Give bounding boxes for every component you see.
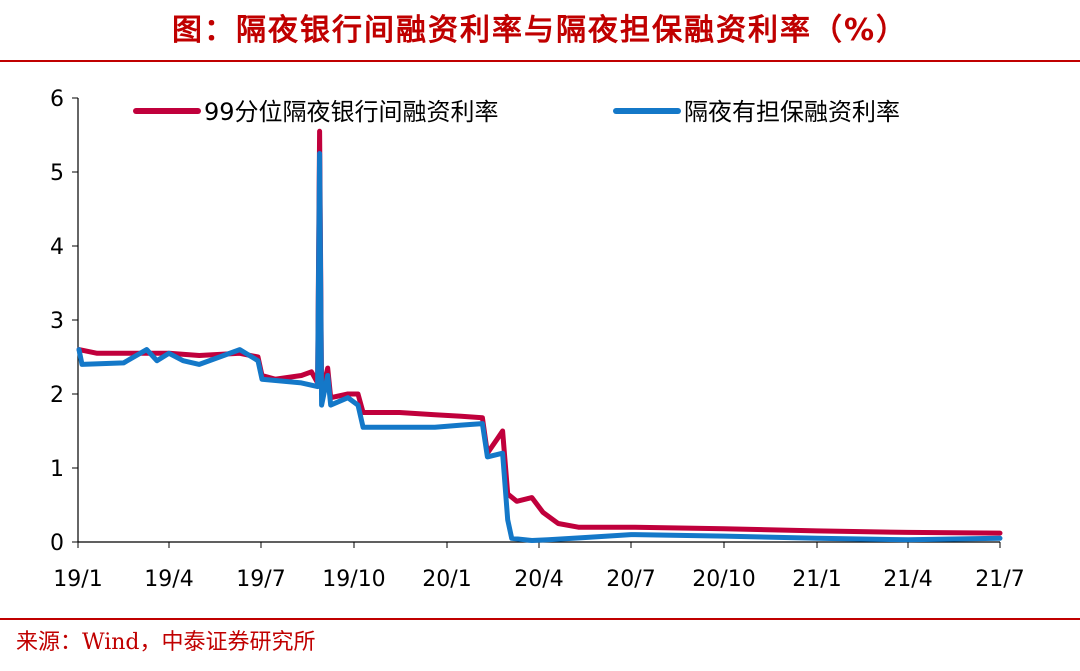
chart-ticks: 0 1 2 3 4 5 6 19/1 19/4 19/7 19/10 20/1 20/4 20/7 20/1…	[50, 87, 1025, 592]
x-tick-label: 19/1	[53, 567, 102, 592]
x-tick-label: 20/7	[606, 567, 655, 592]
chart-title: 图：隔夜银行间融资利率与隔夜担保融资利率（%）	[171, 13, 909, 48]
x-tick-label: 21/1	[792, 567, 841, 592]
x-tick-label: 21/7	[975, 567, 1024, 592]
x-tick-label: 20/10	[692, 567, 755, 592]
x-tick-label: 20/4	[514, 567, 563, 592]
y-tick-label: 1	[50, 457, 64, 482]
y-tick-label: 0	[50, 531, 64, 556]
legend-label-1: 99分位隔夜银行间融资利率	[204, 98, 499, 126]
y-tick-label: 4	[50, 235, 64, 260]
chart-legend: 99分位隔夜银行间融资利率 隔夜有担保融资利率	[133, 98, 900, 126]
chart-axes	[77, 98, 1000, 543]
x-tick-label: 20/1	[422, 567, 471, 592]
x-tick-label: 19/7	[236, 567, 285, 592]
series-line-1	[76, 128, 1003, 536]
legend-label-2: 隔夜有担保融资利率	[684, 98, 900, 126]
source-note: 来源：Wind，中泰证券研究所	[16, 630, 316, 655]
series-line-2	[76, 151, 1003, 543]
x-tick-label: 21/4	[883, 567, 932, 592]
chart-lines	[76, 128, 1003, 543]
footer-divider	[0, 618, 1080, 620]
y-tick-label: 3	[50, 309, 64, 334]
title-divider	[0, 60, 1080, 62]
y-tick-label: 2	[50, 383, 64, 408]
y-tick-label: 6	[50, 87, 64, 112]
x-tick-label: 19/10	[322, 567, 385, 592]
x-tick-label: 19/4	[144, 567, 193, 592]
y-tick-label: 5	[50, 161, 64, 186]
